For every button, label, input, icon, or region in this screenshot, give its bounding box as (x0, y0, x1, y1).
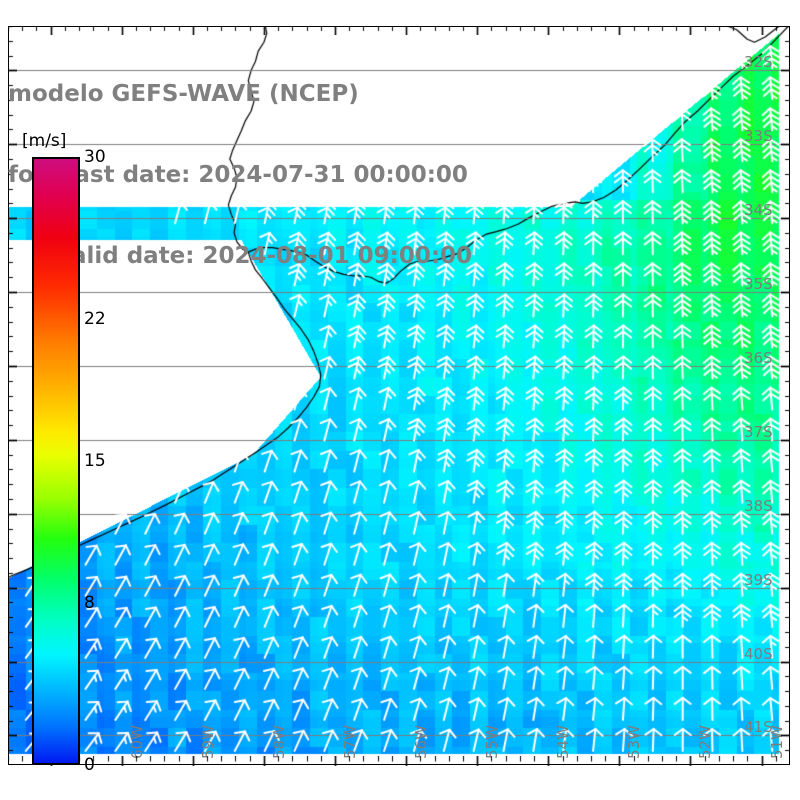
axis-ticks-left (8, 26, 17, 765)
colorbar-tick-label: 15 (84, 451, 106, 471)
axis-ticks-top (8, 26, 790, 35)
colorbar-tick-label: 0 (84, 755, 95, 775)
colorbar-tick-label: 30 (84, 147, 106, 167)
axis-ticks-bottom (8, 756, 790, 766)
colorbar-unit-label: [m/s] (22, 131, 67, 151)
colorbar[interactable] (32, 157, 80, 765)
colorbar-tick-label: 22 (84, 309, 106, 330)
colorbar-tick-label: 8 (84, 592, 95, 613)
colorbar-gradient (32, 157, 80, 765)
wind-barbs-layer (8, 26, 790, 765)
axis-ticks-right (781, 26, 790, 765)
map-plot-area[interactable]: 61W60W59W58W57W56W55W54W53W52W51W 32S33S… (8, 26, 790, 765)
